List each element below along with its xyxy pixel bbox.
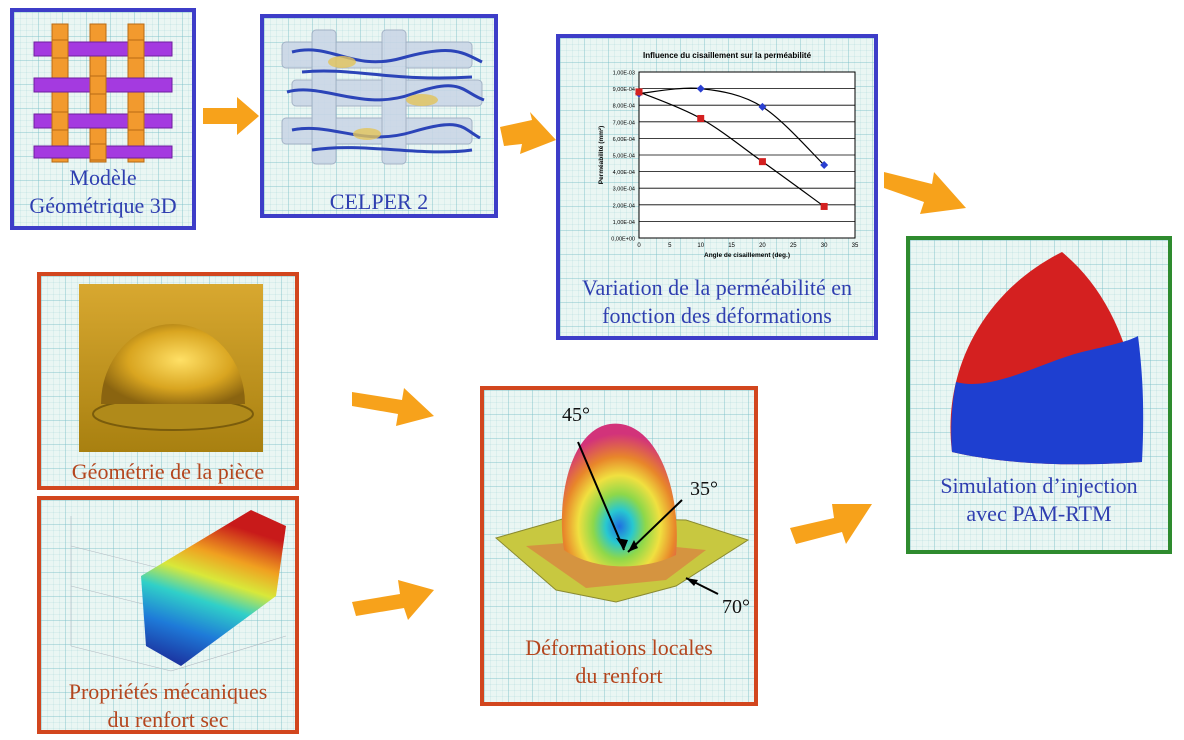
series-line-1 <box>638 91 825 207</box>
arrow-right-icon <box>500 112 556 154</box>
mechanical-box: Propriétés mécaniques du renfort sec <box>37 496 299 734</box>
injection-simulation-image <box>950 252 1144 465</box>
mechanical-caption-1: Propriétés mécaniques <box>68 679 268 704</box>
x-tick-label: 25 <box>790 243 797 249</box>
chart-title: Influence du cisaillement sur la perméab… <box>643 51 812 60</box>
y-tick-label: 5,00E-04 <box>613 154 635 160</box>
y-tick-label: 1,00E-03 <box>613 71 635 77</box>
local-deformations-box: 45° 35° 70° Déformations locales du renf… <box>480 386 758 706</box>
arrow-right-icon <box>352 388 434 426</box>
part-geometry-box: Géométrie de la pièce <box>37 272 299 490</box>
x-tick-label: 5 <box>668 243 672 249</box>
simulation-caption-1: Simulation d’injection <box>940 473 1138 498</box>
arrow-down-right-icon <box>884 172 966 214</box>
y-axis-label: Perméabilité (mm²) <box>598 126 605 185</box>
x-tick-label: 35 <box>852 243 859 249</box>
permeability-caption-2: fonction des déformations <box>602 303 832 328</box>
series-line-0 <box>638 87 825 166</box>
celper-box: CELPER 2 <box>260 14 498 218</box>
deformation-map-image <box>494 423 750 603</box>
arrow-right-icon <box>352 580 434 620</box>
x-axis-label: Angle de cisaillement (deg.) <box>704 252 790 259</box>
y-tick-label: 6,00E-04 <box>613 137 635 143</box>
data-point-marker <box>758 158 766 166</box>
x-tick-label: 10 <box>697 243 704 249</box>
geometric-model-caption-1: Modèle <box>69 165 137 190</box>
mechanical-caption-2: du renfort sec <box>107 707 229 732</box>
y-tick-label: 3,00E-04 <box>613 187 635 193</box>
angle-label-35: 35° <box>690 478 718 500</box>
x-tick-label: 15 <box>728 243 735 249</box>
y-tick-label: 1,00E-04 <box>613 220 635 226</box>
data-point-marker <box>697 114 705 122</box>
simulation-box: Simulation d’injection avec PAM-RTM <box>906 236 1172 554</box>
weave-image <box>33 23 173 163</box>
local-deformations-caption-2: du renfort <box>575 663 663 688</box>
permeability-caption-1: Variation de la perméabilité en <box>582 275 852 300</box>
data-point-marker <box>820 202 828 210</box>
geometric-model-caption-2: Géométrique 3D <box>29 193 177 218</box>
arrow-up-right-icon <box>790 504 872 544</box>
data-point-marker <box>696 84 705 93</box>
y-tick-label: 7,00E-04 <box>613 120 635 126</box>
angle-label-70: 70° <box>722 596 750 618</box>
dome-image <box>79 284 263 452</box>
x-tick-label: 30 <box>821 243 828 249</box>
y-tick-label: 2,00E-04 <box>613 203 635 209</box>
y-tick-label: 0,00E+00 <box>611 237 635 243</box>
y-tick-label: 8,00E-04 <box>613 104 635 110</box>
permeability-box: 0,00E+00 1,00E-04 2,00E-04 3,00E-04 4,00E-04… <box>556 34 878 340</box>
data-point-marker <box>758 102 767 111</box>
part-geometry-caption: Géométrie de la pièce <box>71 459 265 484</box>
arrow-right-icon <box>203 97 259 135</box>
mechanical-surface-image <box>70 510 287 672</box>
local-deformations-caption-1: Déformations locales <box>525 635 713 660</box>
y-tick-label: 9,00E-04 <box>613 87 635 93</box>
x-tick-label: 0 <box>637 243 641 249</box>
geometric-model-box: Modèle Géométrique 3D <box>10 8 196 230</box>
x-tick-label: 20 <box>759 243 766 249</box>
data-point-marker <box>820 160 829 169</box>
data-point-marker <box>635 88 643 96</box>
y-tick-label: 4,00E-04 <box>613 170 635 176</box>
permeability-chart: 0,00E+00 1,00E-04 2,00E-04 3,00E-04 4,00E-04… <box>598 51 859 259</box>
simulation-caption-2: avec PAM-RTM <box>966 501 1112 526</box>
angle-label-45: 45° <box>562 404 590 426</box>
celper-image <box>281 29 485 165</box>
celper-caption: CELPER 2 <box>329 189 429 214</box>
